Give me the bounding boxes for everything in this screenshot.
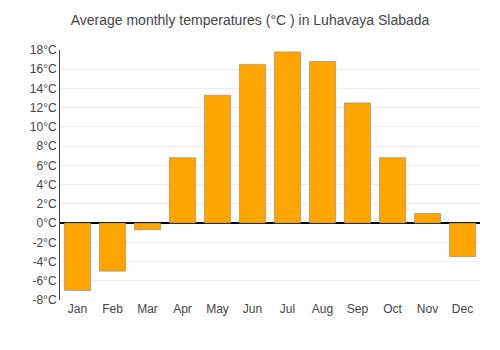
svg-text:Average monthly temperatures (: Average monthly temperatures (°C ) in Lu… bbox=[71, 12, 430, 28]
svg-text:0°C: 0°C bbox=[36, 216, 56, 230]
svg-text:Aug: Aug bbox=[312, 302, 333, 316]
svg-text:-8°C: -8°C bbox=[32, 293, 56, 307]
svg-text:12°C: 12°C bbox=[30, 101, 57, 115]
svg-text:4°C: 4°C bbox=[36, 178, 56, 192]
svg-text:Oct: Oct bbox=[383, 302, 402, 316]
svg-text:-2°C: -2°C bbox=[32, 236, 56, 250]
svg-text:14°C: 14°C bbox=[30, 82, 57, 96]
svg-text:18°C: 18°C bbox=[30, 43, 57, 57]
svg-text:May: May bbox=[206, 302, 229, 316]
svg-text:-6°C: -6°C bbox=[32, 274, 56, 288]
svg-text:Feb: Feb bbox=[102, 302, 123, 316]
svg-text:Jan: Jan bbox=[68, 302, 87, 316]
svg-text:Jun: Jun bbox=[243, 302, 262, 316]
svg-text:-4°C: -4°C bbox=[32, 255, 56, 269]
svg-text:Sep: Sep bbox=[347, 302, 369, 316]
svg-text:Nov: Nov bbox=[417, 302, 438, 316]
svg-text:10°C: 10°C bbox=[30, 120, 57, 134]
svg-text:Mar: Mar bbox=[137, 302, 158, 316]
svg-text:16°C: 16°C bbox=[30, 62, 57, 76]
svg-text:8°C: 8°C bbox=[36, 139, 56, 153]
svg-text:Apr: Apr bbox=[173, 302, 192, 316]
svg-text:Jul: Jul bbox=[280, 302, 295, 316]
svg-text:6°C: 6°C bbox=[36, 159, 56, 173]
svg-text:Dec: Dec bbox=[452, 302, 473, 316]
svg-text:2°C: 2°C bbox=[36, 197, 56, 211]
